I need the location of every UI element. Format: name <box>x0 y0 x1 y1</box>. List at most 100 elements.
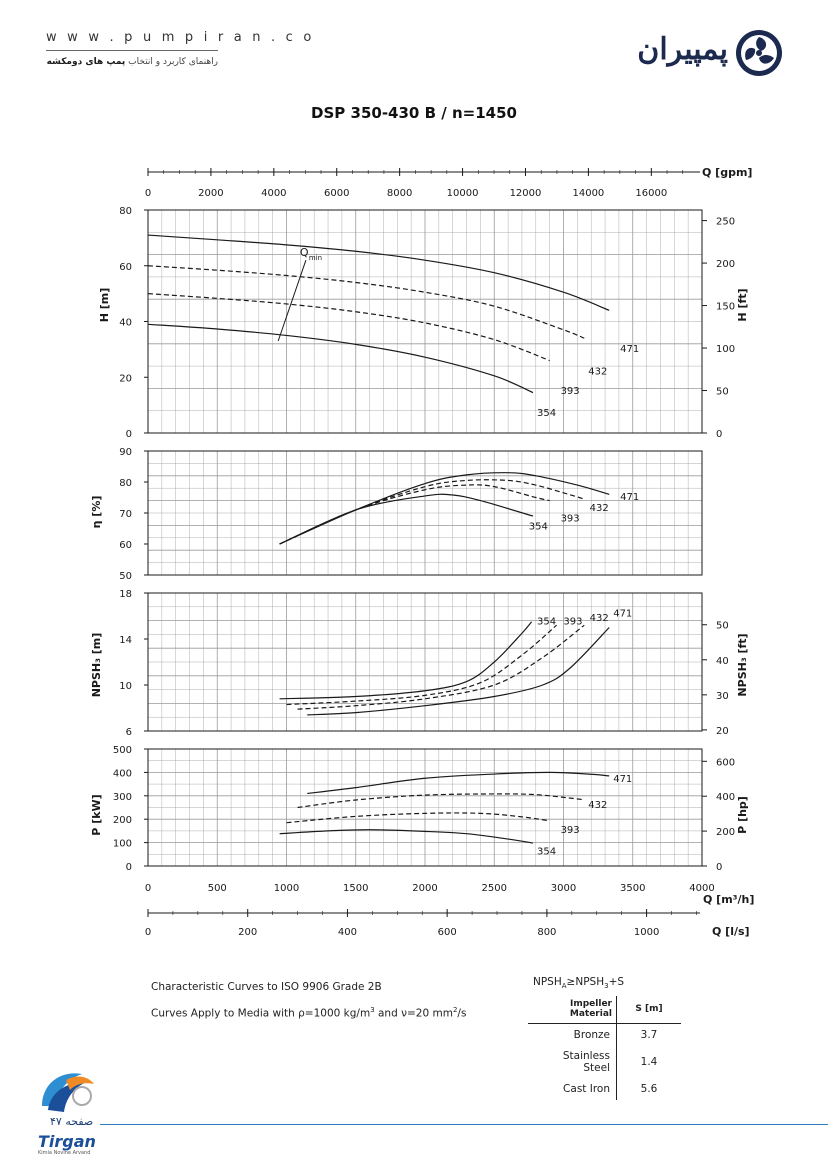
axes-layer <box>144 168 707 917</box>
tagline-prefix: راهنمای کاربرد و انتخاب <box>128 57 218 67</box>
power-curve-label-432: 432 <box>588 800 607 811</box>
gpm-tick-label: 2000 <box>198 188 223 199</box>
s-cell: 3.7 <box>640 1029 658 1041</box>
head-tick-label: 60 <box>119 262 132 273</box>
head-ft-axis-title: H [ft] <box>736 288 749 321</box>
npsh-curve-label-393: 393 <box>563 617 582 628</box>
col-material-header: Impeller Material <box>528 996 617 1024</box>
chart-notes: Characteristic Curves to ISO 9906 Grade … <box>151 976 466 1026</box>
gpm-axis-title: Q [gpm] <box>702 166 752 179</box>
efficiency-tick-label: 60 <box>119 540 132 551</box>
brand-logo: پمپیران <box>628 24 788 84</box>
ls-tick-label: 1000 <box>634 927 659 938</box>
head-curve-393 <box>147 293 550 362</box>
header-divider <box>46 50 218 51</box>
head-curve-432 <box>147 265 585 339</box>
efficiency-curve-label-393: 393 <box>561 514 580 525</box>
material-cell: Bronze <box>528 1023 617 1046</box>
head-ft-tick-label: 250 <box>716 217 735 228</box>
head-tick-label: 20 <box>119 373 132 384</box>
efficiency-axis-title: η [%] <box>90 496 103 529</box>
footer-divider <box>100 1124 828 1125</box>
note-media-prefix: Curves Apply to Media with <box>151 1007 295 1020</box>
panel-frame <box>147 748 703 867</box>
efficiency-tick-label: 70 <box>119 509 132 520</box>
tirgan-logo-icon <box>42 1073 94 1112</box>
head-tick-label: 0 <box>126 429 132 440</box>
m3h-tick-label: 500 <box>208 883 227 894</box>
m3h-tick-label: 1000 <box>274 883 299 894</box>
ls-tick-label: 600 <box>438 927 457 938</box>
website-url[interactable]: w w w . p u m p i r a n . c o <box>46 30 315 45</box>
col-s-header: S [m] <box>616 996 681 1024</box>
note-media-end: /s <box>457 1007 467 1020</box>
head-ft-tick-label: 50 <box>716 387 729 398</box>
s-cell: 1.4 <box>640 1056 658 1068</box>
npsh-curve-label-432: 432 <box>590 613 609 624</box>
power-hp-axis-title: P [hp] <box>736 796 749 834</box>
efficiency-tick-label: 80 <box>119 478 132 489</box>
material-cell: Stainless Steel <box>528 1046 617 1078</box>
power-hp-tick-label: 0 <box>716 862 722 873</box>
head-axis-title: H [m] <box>98 288 111 323</box>
ls-tick-label: 400 <box>338 927 357 938</box>
efficiency-curve-393 <box>279 484 550 545</box>
power-tick-label: 300 <box>113 792 132 803</box>
npsh-relation: NPSHA≥NPSH3+S <box>533 976 624 990</box>
power-curve-label-393: 393 <box>561 825 580 836</box>
npsh-b-sub: 3 <box>604 982 609 991</box>
efficiency-curve-label-354: 354 <box>529 521 548 532</box>
power-curve-354 <box>279 829 534 844</box>
npsh-ft-tick-label: 50 <box>716 621 729 632</box>
npsh-ft-tick-label: 30 <box>716 691 729 702</box>
table-row: Bronze 3.7 <box>528 1023 681 1046</box>
npsh-curve-354 <box>279 621 533 700</box>
head-curve-label-432: 432 <box>588 366 607 377</box>
m3h-tick-label: 1500 <box>343 883 368 894</box>
gpm-tick-label: 0 <box>145 188 151 199</box>
npsh-curve-label-471: 471 <box>613 609 632 620</box>
head-tick-label: 40 <box>119 318 132 329</box>
ls-tick-label: 0 <box>145 927 151 938</box>
panel-frame <box>147 592 703 732</box>
npsh-op: ≥NPSH <box>566 976 605 988</box>
note-media: Curves Apply to Media with ρ=1000 kg/m3 … <box>151 999 466 1026</box>
header-tagline: راهنمای کاربرد و انتخاب پمپ های دومکشه <box>46 57 218 67</box>
npsh-tick-label: 18 <box>119 589 132 600</box>
power-tick-label: 200 <box>113 815 132 826</box>
note-media-rho-exp: 3 <box>370 1006 375 1014</box>
gpm-tick-label: 14000 <box>572 188 604 199</box>
head-tick-label: 80 <box>119 206 132 217</box>
head-ft-tick-label: 0 <box>716 429 722 440</box>
m3h-tick-label: 4000 <box>689 883 714 894</box>
efficiency-tick-label: 90 <box>119 447 132 458</box>
ls-tick-label: 800 <box>537 927 556 938</box>
note-media-nu-exp: 2 <box>452 1006 458 1014</box>
ls-axis-title: Q [l/s] <box>712 925 750 938</box>
tirgan-brand: Tirgan <box>38 1132 96 1151</box>
tagline-bold: پمپ های دومکشه <box>46 57 126 67</box>
power-tick-label: 400 <box>113 768 132 779</box>
table-header-row: Impeller Material S [m] <box>528 996 681 1024</box>
head-ft-tick-label: 200 <box>716 259 735 270</box>
grid-layer <box>147 209 703 867</box>
power-curve-label-354: 354 <box>537 847 556 858</box>
npsh-tick-label: 10 <box>119 681 132 692</box>
power-curve-393 <box>286 812 550 824</box>
power-tick-label: 100 <box>113 839 132 850</box>
impeller-material-table: Impeller Material S [m] Bronze 3.7 Stain… <box>528 996 681 1100</box>
npsh-axis-title: NPSH₃ [m] <box>90 633 103 698</box>
m3h-tick-label: 2000 <box>412 883 437 894</box>
npsh-tick-label: 14 <box>119 635 132 646</box>
s-cell: 5.6 <box>640 1083 658 1095</box>
gpm-tick-label: 8000 <box>387 188 412 199</box>
power-hp-tick-label: 600 <box>716 757 735 768</box>
gpm-tick-label: 16000 <box>635 188 667 199</box>
note-standard: Characteristic Curves to ISO 9906 Grade … <box>151 981 382 993</box>
npsh-curve-label-354: 354 <box>537 617 556 628</box>
note-media-and: and <box>378 1007 398 1020</box>
head-ft-tick-label: 150 <box>716 302 735 313</box>
curves-layer <box>147 234 610 844</box>
m3h-tick-label: 3500 <box>620 883 645 894</box>
gpm-tick-label: 4000 <box>261 188 286 199</box>
